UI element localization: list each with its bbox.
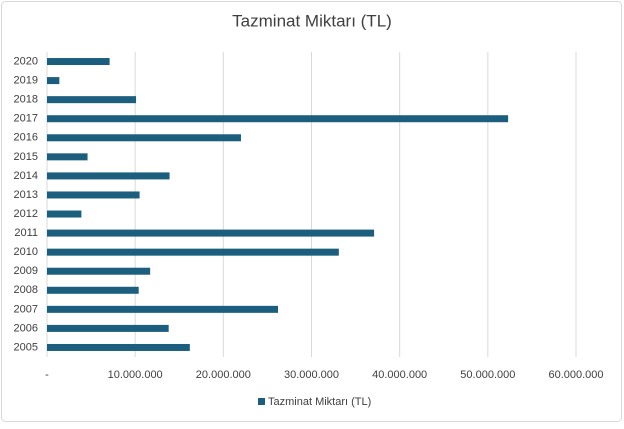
legend-label: Tazminat Miktarı (TL)	[268, 396, 371, 408]
legend-swatch	[258, 398, 265, 405]
x-tick-label: 20.000.000	[196, 369, 251, 381]
y-tick-label: 2015	[14, 151, 38, 163]
y-tick-label: 2006	[14, 322, 38, 334]
x-tick-label: 40.000.000	[372, 369, 427, 381]
y-tick-label: 2016	[14, 132, 38, 144]
x-tick-label: 50.000.000	[460, 369, 515, 381]
bar	[47, 191, 140, 199]
bar	[47, 115, 509, 123]
y-tick-label: 2020	[14, 55, 38, 67]
x-tick-label: -	[45, 369, 49, 381]
bar	[47, 134, 241, 142]
bar	[47, 324, 169, 332]
x-tick-label: 60.000.000	[548, 369, 603, 381]
bar	[47, 96, 137, 104]
y-tick-label: 2012	[14, 208, 38, 220]
y-tick-label: 2005	[14, 341, 38, 353]
y-tick-label: 2008	[14, 284, 38, 296]
y-tick-label: 2010	[14, 246, 38, 258]
bar	[47, 248, 339, 256]
y-tick-label: 2019	[14, 75, 38, 87]
y-tick-label: 2011	[14, 227, 38, 239]
bar	[47, 172, 170, 180]
y-tick-label: 2007	[14, 303, 38, 315]
bar	[47, 267, 151, 275]
bar	[47, 153, 88, 161]
bar	[47, 343, 190, 351]
bar	[47, 58, 110, 66]
x-tick-label: 10.000.000	[108, 369, 163, 381]
y-tick-label: 2009	[14, 265, 38, 277]
bar	[47, 286, 139, 294]
bar	[47, 210, 82, 218]
y-tick-label: 2017	[14, 113, 38, 125]
bar	[47, 77, 60, 85]
chart-title: Tazminat Miktarı (TL)	[232, 11, 392, 30]
bar	[47, 229, 375, 237]
x-tick-label: 30.000.000	[284, 369, 339, 381]
bar	[47, 305, 278, 313]
y-tick-label: 2013	[14, 189, 38, 201]
y-tick-label: 2014	[14, 170, 38, 182]
y-tick-label: 2018	[14, 94, 38, 106]
